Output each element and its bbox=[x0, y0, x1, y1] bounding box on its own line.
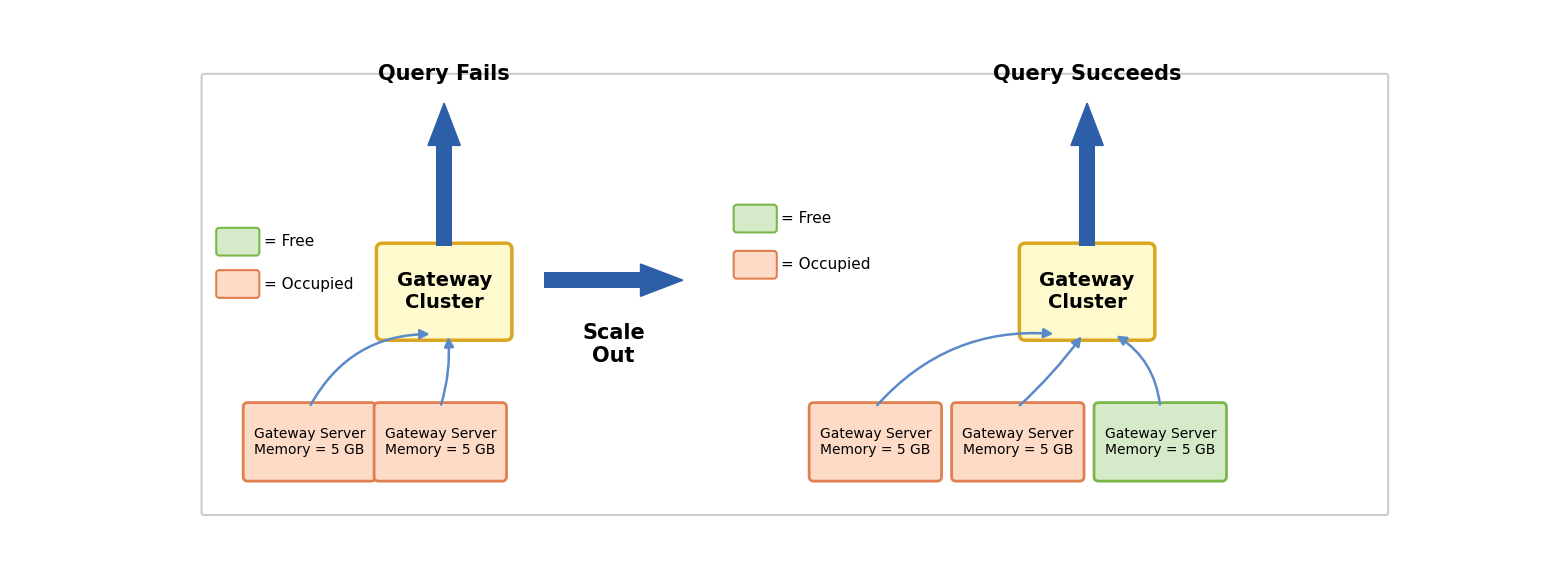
Text: = Free: = Free bbox=[782, 211, 831, 226]
FancyBboxPatch shape bbox=[810, 403, 941, 481]
Text: Gateway Server
Memory = 5 GB: Gateway Server Memory = 5 GB bbox=[254, 427, 364, 457]
Text: = Occupied: = Occupied bbox=[264, 276, 354, 292]
Bar bbox=[1079, 145, 1095, 245]
Text: Scale
Out: Scale Out bbox=[582, 322, 645, 366]
FancyBboxPatch shape bbox=[1019, 243, 1155, 340]
Text: = Free: = Free bbox=[264, 234, 315, 249]
Text: Gateway
Cluster: Gateway Cluster bbox=[397, 271, 492, 312]
FancyBboxPatch shape bbox=[374, 403, 507, 481]
Text: Query Succeeds: Query Succeeds bbox=[993, 64, 1182, 84]
Polygon shape bbox=[428, 103, 461, 145]
FancyBboxPatch shape bbox=[244, 403, 375, 481]
FancyBboxPatch shape bbox=[952, 403, 1084, 481]
FancyBboxPatch shape bbox=[1093, 403, 1227, 481]
FancyBboxPatch shape bbox=[216, 270, 259, 298]
Bar bbox=[436, 145, 451, 245]
Text: Gateway Server
Memory = 5 GB: Gateway Server Memory = 5 GB bbox=[1104, 427, 1216, 457]
Polygon shape bbox=[641, 264, 682, 296]
Polygon shape bbox=[1070, 103, 1103, 145]
FancyArrowPatch shape bbox=[878, 329, 1050, 405]
FancyArrowPatch shape bbox=[310, 331, 427, 405]
Text: Gateway
Cluster: Gateway Cluster bbox=[1039, 271, 1135, 312]
FancyArrowPatch shape bbox=[1118, 337, 1160, 405]
FancyBboxPatch shape bbox=[734, 251, 777, 279]
FancyBboxPatch shape bbox=[734, 205, 777, 233]
Text: Query Fails: Query Fails bbox=[378, 64, 510, 84]
FancyBboxPatch shape bbox=[202, 74, 1388, 515]
Bar bbox=[544, 272, 641, 288]
Text: = Occupied: = Occupied bbox=[782, 257, 872, 272]
FancyArrowPatch shape bbox=[440, 340, 453, 405]
FancyBboxPatch shape bbox=[377, 243, 512, 340]
FancyBboxPatch shape bbox=[216, 228, 259, 255]
Text: Gateway Server
Memory = 5 GB: Gateway Server Memory = 5 GB bbox=[819, 427, 931, 457]
FancyArrowPatch shape bbox=[1021, 339, 1079, 405]
Text: Gateway Server
Memory = 5 GB: Gateway Server Memory = 5 GB bbox=[385, 427, 496, 457]
Text: Gateway Server
Memory = 5 GB: Gateway Server Memory = 5 GB bbox=[962, 427, 1073, 457]
